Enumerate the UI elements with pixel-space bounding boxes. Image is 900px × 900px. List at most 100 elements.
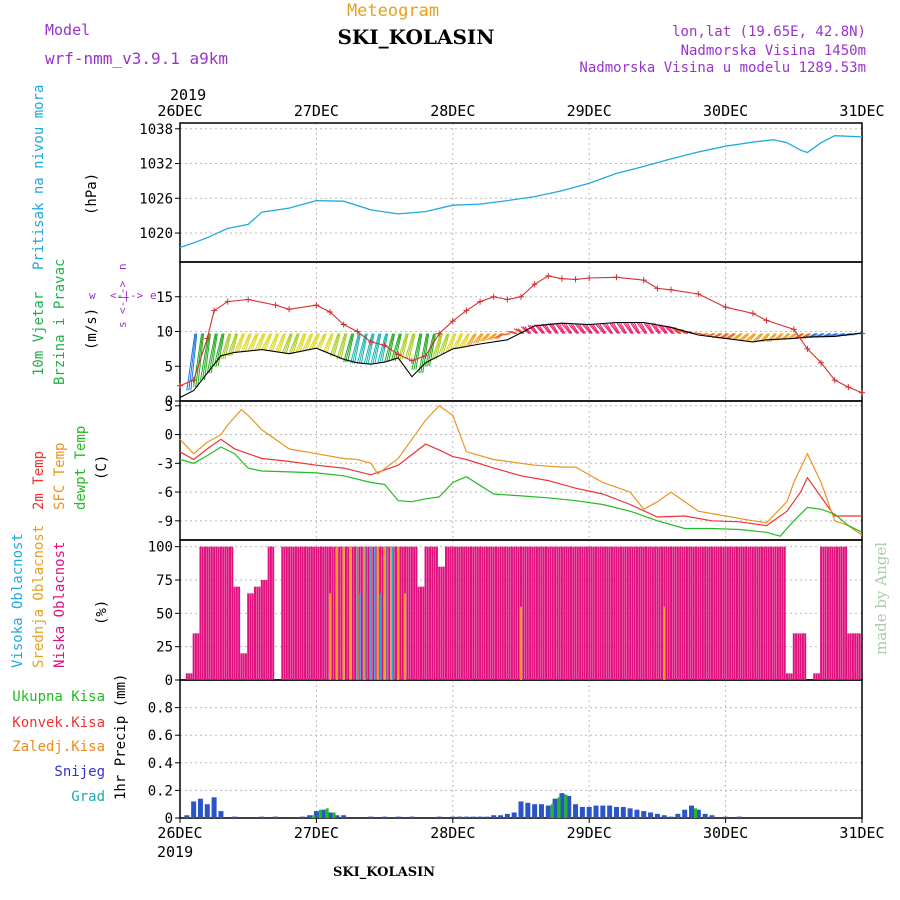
cloud-bar-low_cloud — [431, 546, 434, 680]
wind-barb — [249, 333, 258, 351]
cloud-bar-low_cloud — [817, 673, 820, 680]
wind-barb — [358, 333, 367, 364]
cloud-bar-low_cloud — [454, 546, 457, 680]
wind-barb — [613, 322, 621, 334]
cloud-bar-low_cloud — [456, 546, 459, 680]
cloud-bar-low_cloud — [570, 546, 573, 680]
wind-gust-marker — [367, 338, 374, 345]
wind-barb — [504, 333, 511, 336]
cloud-bar-low_cloud — [299, 546, 302, 680]
wind-barb — [203, 333, 211, 381]
precip-bar-snow — [586, 806, 592, 818]
cloud-bar-low_cloud — [838, 546, 841, 680]
sfc-temp-label: SFC Temp — [52, 443, 68, 510]
cloud-bar-low_cloud — [313, 546, 316, 680]
wind-barb — [251, 333, 259, 351]
wind-gust-marker — [211, 307, 218, 314]
wind-barb — [229, 333, 238, 356]
cloud-bar-low_cloud — [533, 546, 536, 680]
cloud-bar-low_cloud — [738, 546, 741, 680]
y-tick-label: -3 — [156, 456, 173, 472]
cloud-bar-low_cloud — [410, 546, 413, 680]
cloud-bar-low_cloud — [504, 546, 507, 680]
wind-barb — [624, 322, 633, 334]
wind-barb — [379, 333, 388, 363]
wind-barb — [313, 333, 321, 350]
wind-barb — [186, 333, 196, 391]
wind-barb — [415, 333, 423, 370]
cloud-bar-low_cloud — [731, 546, 734, 680]
precip-bar-snow — [634, 809, 640, 818]
wind-barb — [277, 333, 285, 353]
wind-barb — [324, 333, 333, 353]
cloud-bar-low_cloud — [654, 546, 657, 680]
cloud-bar-low_cloud — [326, 546, 329, 680]
cloud-bar-low_cloud — [226, 546, 229, 680]
precip-bar-snow — [313, 811, 319, 818]
cloud-bar-mid_cloud — [363, 546, 366, 680]
precip-bar-rain — [564, 794, 568, 818]
wind-barb — [582, 324, 591, 334]
precip-bar-snow — [184, 815, 190, 818]
cloud-bar-low_cloud — [224, 546, 227, 680]
precip-bar-snow — [341, 815, 347, 818]
cloud-bar-low_cloud — [785, 673, 788, 680]
precip-bar-snow — [702, 813, 708, 818]
wind-barb — [647, 322, 655, 334]
wind-barb — [747, 333, 756, 341]
wind-barb — [659, 324, 667, 334]
wind-barb — [568, 324, 578, 334]
cloud-bar-low_cloud — [642, 546, 645, 680]
cloud-bar-mid_cloud — [397, 546, 400, 680]
cloud-bar-low_cloud — [267, 546, 270, 680]
wind-barb — [322, 333, 332, 353]
precip-bar-snow — [620, 806, 626, 818]
wind-barb — [392, 333, 401, 361]
precip-bar-snow — [689, 805, 694, 818]
wind-barb — [727, 333, 735, 339]
wind-barb — [708, 333, 716, 337]
wind-gust-marker — [272, 302, 279, 309]
cloud-bar-low_cloud — [792, 633, 795, 680]
wind-barb — [302, 333, 312, 351]
wind-barb — [386, 333, 395, 363]
cloud-bar-low_cloud — [481, 546, 484, 680]
cloud-bar-low_cloud — [308, 546, 311, 680]
x-tick-label-top: 28DEC — [430, 102, 475, 120]
precip-bar-snow — [232, 816, 238, 818]
wind-barb — [629, 322, 639, 334]
cloud-bar-low_cloud — [740, 546, 743, 680]
wind-barb — [488, 333, 497, 341]
wind-barb — [511, 331, 518, 335]
cloud-bar-high_cloud — [392, 546, 394, 680]
cloud-bar-low_cloud — [435, 546, 438, 680]
cloud-bar-low_cloud — [190, 673, 193, 680]
x-tick-label-top: 27DEC — [294, 102, 339, 120]
wind-barb — [620, 322, 627, 334]
cloud-bar-low_cloud — [813, 673, 816, 680]
cloud-bar-mid_cloud — [329, 593, 332, 680]
temp-line-dewpt — [179, 446, 863, 537]
wind-gust-marker — [831, 377, 838, 384]
wind-barb — [732, 333, 741, 340]
cloud-bar-low_cloud — [722, 546, 725, 680]
cloud-bar-low_cloud — [310, 546, 313, 680]
elevation-info: Nadmorska Visina 1450m — [681, 43, 866, 59]
footer-station: SKI_KOLASIN — [333, 865, 435, 880]
cloud-bar-low_cloud — [547, 546, 550, 680]
cloud-bar-low_cloud — [497, 546, 500, 680]
cloud-bar-low_cloud — [479, 546, 482, 680]
wind-barb — [476, 333, 484, 344]
wind-barb — [556, 322, 565, 334]
wind-barb — [275, 333, 284, 353]
dewpt-label: dewpt Temp — [73, 426, 89, 510]
wind-barb — [309, 333, 319, 350]
cloud-unit: (%) — [94, 600, 110, 625]
cloud-bar-low_cloud — [399, 546, 402, 680]
wind-barb — [551, 322, 559, 334]
cloud-bar-mid_cloud — [663, 606, 666, 680]
cloud-bar-low_cloud — [658, 546, 661, 680]
cloud-bar-low_cloud — [576, 546, 579, 680]
wind-barb — [626, 322, 634, 334]
wind-barb — [527, 324, 537, 334]
